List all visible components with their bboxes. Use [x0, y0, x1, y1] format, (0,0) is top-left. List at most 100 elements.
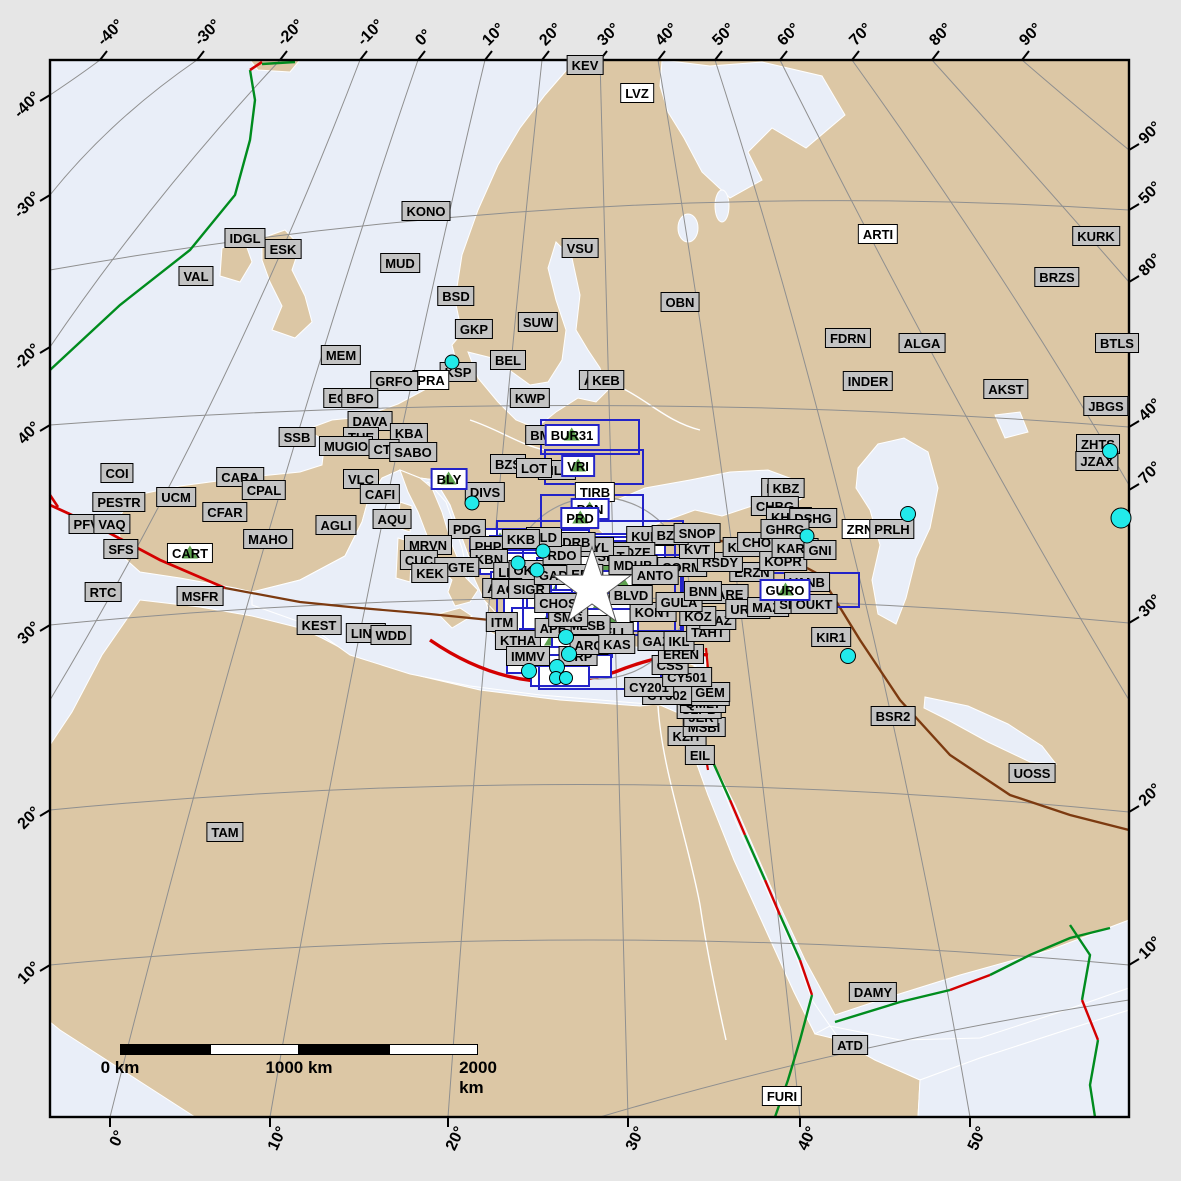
station-label-EDC: EDC	[566, 564, 604, 584]
station-triangle-icon	[571, 510, 588, 524]
station-code: KIR1	[816, 630, 846, 645]
station-code: SNOP	[678, 526, 716, 541]
station-code: IDGL	[229, 231, 261, 246]
station-label-KEB: KEB	[587, 370, 625, 390]
station-code: GEM	[695, 685, 725, 700]
station-dot	[521, 663, 537, 679]
station-label-CAFI: CAFI	[359, 484, 401, 504]
station-code: KBZ	[772, 481, 800, 496]
station-code: GRFO	[375, 374, 413, 389]
station-label-LVZ: LVZ	[620, 83, 654, 103]
station-label-SSB: SSB	[278, 427, 316, 447]
station-dot	[529, 562, 545, 578]
station-code: CART	[171, 546, 209, 561]
station-code: EIL	[689, 748, 711, 763]
station-code: KOPR	[764, 554, 802, 569]
station-label-PRD: PRD	[560, 507, 600, 529]
station-code: CHOS	[539, 596, 577, 611]
station-label-GURO: GURO	[759, 579, 811, 601]
station-label-IDGL: IDGL	[224, 228, 266, 248]
station-label-WDD: WDD	[370, 625, 412, 645]
station-label-ZRN: ZRN	[841, 519, 879, 539]
station-code: KOZ	[684, 609, 712, 624]
station-code: KTHA	[499, 633, 537, 648]
station-label-KKB: KKB	[501, 529, 541, 549]
station-label-BSD: BSD	[437, 286, 475, 306]
station-code: JBGS	[1088, 399, 1124, 414]
scale-bar-label: 1000 km	[265, 1058, 333, 1077]
scale-bar-segment	[299, 1044, 389, 1055]
station-label-GRFO: GRFO	[370, 371, 418, 391]
station-label-BNN: BNN	[683, 581, 723, 601]
station-code: SSB	[283, 430, 311, 445]
station-code: IMMV	[511, 649, 545, 664]
station-code: PRLH	[874, 522, 910, 537]
station-label-VRI: VRI	[561, 455, 595, 477]
station-label-GNI: GNI	[803, 540, 837, 560]
station-code: ITM	[490, 615, 514, 630]
station-code: ARTI	[862, 227, 894, 242]
station-code: SABO	[394, 445, 432, 460]
station-code: BZS	[495, 457, 521, 472]
station-code: KWP	[514, 391, 546, 406]
station-label-IMMV: IMMV	[506, 646, 550, 666]
station-label-PRA: PRA	[412, 370, 450, 390]
station-dot	[464, 495, 480, 511]
station-label-OBN: OBN	[660, 292, 700, 312]
station-label-CFAR: CFAR	[202, 502, 248, 522]
station-code: PRA	[417, 373, 445, 388]
station-label-VAL: VAL	[178, 266, 214, 286]
station-triangle-icon	[777, 582, 793, 596]
scale-bar-segment	[388, 1044, 478, 1055]
station-label-PDG: PDG	[447, 519, 487, 539]
station-triangle-icon	[569, 458, 586, 472]
station-code: VRI	[567, 459, 589, 474]
station-code: FDRN	[829, 331, 867, 346]
station-label-EIL: EIL	[684, 745, 716, 765]
station-code: KBA	[394, 426, 424, 441]
station-label-GKP: GKP	[454, 319, 494, 339]
station-label-JBGS: JBGS	[1083, 396, 1129, 416]
station-label-MEM: MEM	[320, 345, 362, 365]
station-code: KKB	[506, 532, 536, 547]
station-code: MRVN	[408, 538, 448, 553]
station-label-CPAL: CPAL	[241, 480, 287, 500]
station-label-INDER: INDER	[842, 371, 894, 391]
station-triangle-icon	[564, 427, 580, 441]
station-code: BNN	[688, 584, 718, 599]
station-code: RDO	[547, 548, 577, 563]
station-code: MEM	[325, 348, 357, 363]
station-code: MUD	[385, 256, 415, 271]
station-dot	[799, 528, 815, 544]
station-label-AQU: AQU	[372, 509, 412, 529]
station-label-KBA: KBA	[389, 423, 429, 443]
station-code: VAQ	[98, 517, 126, 532]
station-label-KONO: KONO	[401, 201, 451, 221]
station-label-ANTO: ANTO	[631, 565, 679, 585]
station-label-BLY: BLY	[430, 468, 468, 490]
station-code: BFO	[346, 391, 374, 406]
station-label-DAVA: DAVA	[347, 411, 393, 431]
station-code: BSD	[442, 289, 470, 304]
station-code: GHRG	[765, 522, 805, 537]
station-code: LVZ	[625, 86, 649, 101]
station-code: ANTO	[636, 568, 674, 583]
scale-bar-label: 2000 km	[459, 1058, 497, 1097]
scale-bar-label: 0 km	[100, 1058, 140, 1077]
station-code: DAVA	[352, 414, 388, 429]
station-dot	[444, 354, 460, 370]
station-label-LOT: LOT	[516, 458, 552, 478]
station-code: SIGR	[513, 582, 545, 597]
station-code: INDER	[847, 374, 889, 389]
station-label-CY201: CY201	[624, 677, 674, 697]
station-code: PRD	[566, 511, 594, 526]
station-code: UOSS	[1013, 766, 1051, 781]
station-code: BTLS	[1100, 336, 1134, 351]
station-label-BRZS: BRZS	[1034, 267, 1080, 287]
station-code: WDD	[375, 628, 407, 643]
station-code: MAHO	[248, 532, 288, 547]
station-dot	[561, 646, 577, 662]
station-label-KTHA: KTHA	[494, 630, 542, 650]
station-label-MUD: MUD	[380, 253, 420, 273]
station-code: KEV	[571, 58, 599, 73]
